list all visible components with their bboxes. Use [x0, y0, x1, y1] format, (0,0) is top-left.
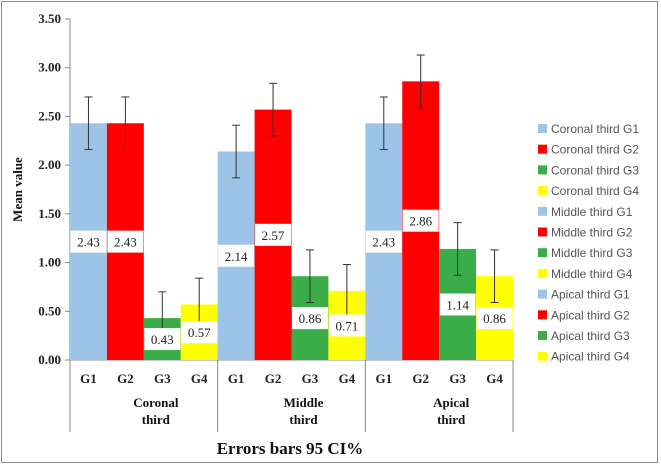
data-label: 0.71 — [336, 318, 359, 333]
legend-label: Middle third G1 — [551, 205, 633, 219]
data-label-box — [181, 321, 218, 344]
y-tick-label: 1.00 — [38, 255, 61, 270]
data-label-box — [476, 307, 513, 330]
x-tick-label: G1 — [375, 371, 392, 386]
group-label-line: Coronal — [133, 395, 179, 410]
legend-swatch — [538, 268, 547, 278]
data-label: 2.43 — [114, 235, 137, 250]
legend-label: Middle third G4 — [551, 267, 633, 281]
x-tick-label: G4 — [339, 371, 356, 386]
group-label-line: third — [142, 412, 171, 427]
data-label: 2.43 — [77, 235, 100, 250]
x-tick-label: G3 — [449, 371, 466, 386]
legend-label: Coronal third G4 — [551, 184, 639, 198]
legend-label: Middle third G3 — [551, 246, 633, 260]
group-label: Middle third — [284, 395, 324, 427]
data-label-box — [218, 244, 255, 267]
x-tick-label: G4 — [191, 371, 208, 386]
group-label: Apical third — [433, 395, 470, 427]
group-label-line: third — [289, 412, 318, 427]
y-tick-label: 0.00 — [38, 352, 61, 367]
data-label: 1.14 — [446, 297, 469, 312]
x-tick-label: G3 — [154, 371, 171, 386]
legend-swatch — [538, 186, 547, 196]
x-tick-label: G2 — [265, 371, 282, 386]
data-label-box — [70, 230, 107, 253]
y-tick-label: 3.50 — [38, 11, 61, 26]
y-tick-label: 0.50 — [38, 303, 61, 318]
legend-swatch — [538, 227, 547, 237]
data-label: 2.57 — [262, 228, 285, 243]
x-axis-title: Errors bars 95 CI% — [217, 439, 364, 458]
y-tick-label: 2.00 — [38, 157, 61, 172]
legend-swatch — [538, 124, 547, 133]
data-label: 2.43 — [372, 235, 395, 250]
legend-label: Coronal third G2 — [551, 143, 639, 157]
data-label-box — [439, 293, 476, 316]
data-label: 0.57 — [188, 325, 211, 340]
x-tick-label: G2 — [412, 371, 429, 386]
x-tick-label: G1 — [80, 371, 97, 386]
legend-swatch — [538, 331, 547, 340]
data-label-box — [107, 230, 144, 253]
x-tick-label: G2 — [117, 371, 134, 386]
legend-label: Apical third G4 — [551, 350, 630, 364]
x-tick-label: G1 — [228, 371, 245, 386]
data-label-box — [291, 307, 328, 330]
legend-swatch — [538, 289, 547, 299]
y-tick-label: 3.00 — [38, 60, 61, 75]
x-tick-label: G4 — [486, 371, 503, 386]
x-tick-label: G3 — [302, 371, 319, 386]
legend-swatch — [538, 206, 547, 216]
y-tick-label: 1.50 — [38, 206, 61, 221]
data-label-box — [365, 230, 402, 253]
data-label: 2.14 — [225, 249, 248, 264]
data-label: 2.86 — [409, 214, 432, 229]
data-label: 0.43 — [151, 332, 174, 347]
legend-label: Middle third G2 — [551, 226, 633, 240]
data-label: 0.86 — [299, 311, 322, 326]
legend-swatch — [538, 351, 547, 361]
data-label-box — [255, 223, 292, 246]
y-tick-label: 2.50 — [38, 108, 61, 123]
legend-swatch — [538, 248, 547, 258]
data-label-box — [402, 209, 439, 232]
group-label: Coronal third — [133, 395, 179, 427]
y-axis-title: Mean value — [10, 157, 25, 222]
legend-label: Apical third G1 — [551, 288, 630, 302]
legend-label: Apical third G2 — [551, 308, 630, 322]
legend-swatch — [538, 144, 547, 154]
group-label-line: third — [437, 412, 466, 427]
legend-label: Coronal third G1 — [551, 122, 639, 136]
data-label-box — [144, 328, 181, 351]
legend-label: Coronal third G3 — [551, 163, 639, 177]
legend-label: Apical third G3 — [551, 329, 630, 343]
legend-swatch — [538, 165, 547, 175]
data-label: 0.86 — [483, 311, 506, 326]
group-label-line: Apical — [433, 395, 470, 410]
legend-swatch — [538, 310, 547, 320]
data-label-box — [328, 314, 365, 337]
group-label-line: Middle — [284, 395, 324, 410]
